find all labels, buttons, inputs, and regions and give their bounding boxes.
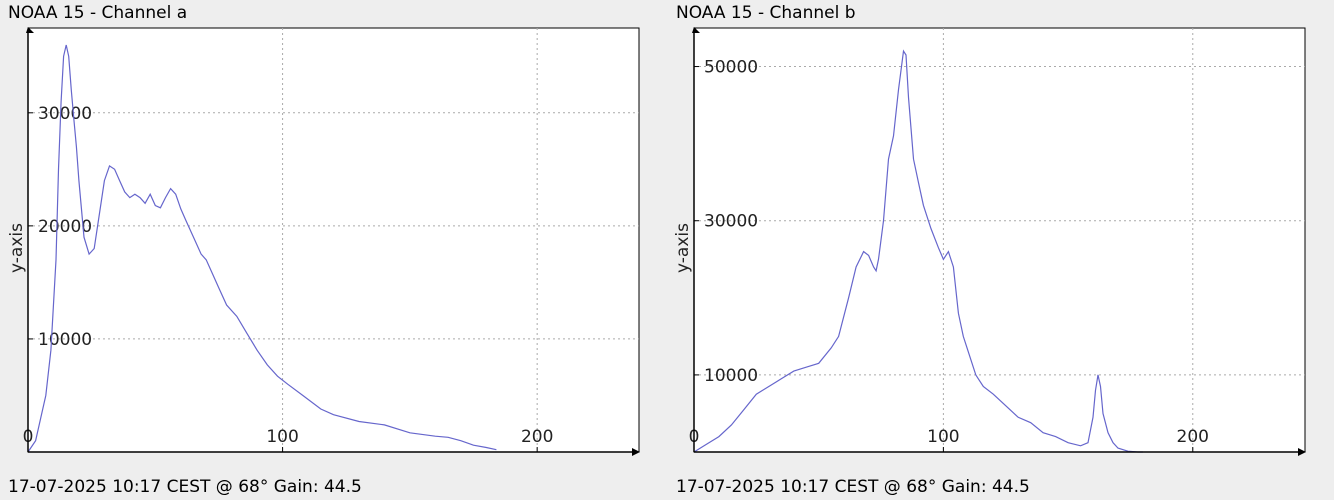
chart-b-footer: 17-07-2025 10:17 CEST @ 68° Gain: 44.5 — [676, 477, 1030, 497]
chart-b-x-tick-label: 200 — [1177, 427, 1209, 447]
chart-a-ylabel: y-axis — [7, 223, 27, 273]
chart-b-title: NOAA 15 - Channel b — [676, 3, 856, 23]
chart-a-y-tick-label: 30000 — [38, 104, 92, 124]
chart-b-grid — [694, 28, 1305, 452]
chart-a-x-axis-arrow — [632, 448, 640, 456]
chart-a-title: NOAA 15 - Channel a — [8, 3, 188, 23]
chart-a-y-axis-arrow — [26, 27, 34, 33]
chart-a-grid — [28, 28, 639, 452]
chart-b-y-tick-label: 10000 — [704, 366, 758, 386]
chart-b-plot-area — [693, 27, 1306, 453]
chart-b-x-axis-arrow — [1298, 448, 1306, 456]
chart-b-series-line — [693, 49, 1143, 453]
chart-a-footer: 17-07-2025 10:17 CEST @ 68° Gain: 44.5 — [8, 477, 362, 497]
chart-a-y-tick-label: 20000 — [38, 217, 92, 237]
chart-b-x-tick-label: 100 — [927, 427, 959, 447]
chart-b-ylabel: y-axis — [673, 223, 693, 273]
chart-a-series-line — [27, 44, 497, 453]
chart-b-y-tick-label: 50000 — [704, 58, 758, 78]
chart-b-y-ticks: 10000 30000 50000 — [694, 58, 758, 386]
chart-b-y-tick-label: 30000 — [704, 212, 758, 232]
chart-a-x-tick-label: 200 — [521, 427, 553, 447]
chart-a-x-tick-label: 100 — [266, 427, 298, 447]
chart-b-y-axis-arrow — [692, 27, 700, 33]
